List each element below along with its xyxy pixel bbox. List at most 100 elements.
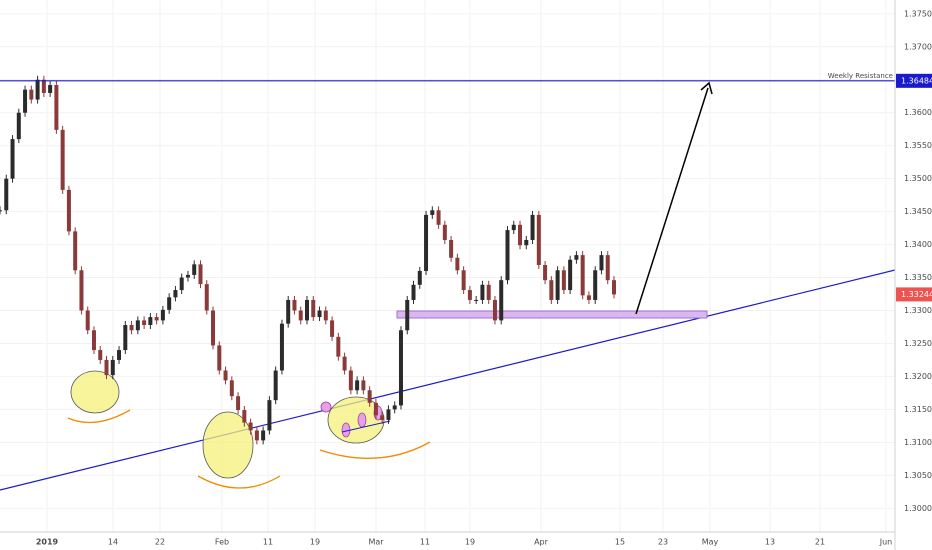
candle [455, 257, 460, 271]
candle [380, 415, 385, 420]
y-tick-label: 1.34500 [904, 207, 932, 216]
highlight [202, 411, 254, 479]
candle [543, 265, 548, 281]
candle [398, 330, 403, 406]
candle [4, 178, 9, 211]
candle [361, 380, 366, 391]
candle [167, 297, 172, 310]
candle [85, 310, 90, 331]
candle [411, 284, 416, 300]
price-tag [896, 287, 932, 302]
arrow-head [700, 81, 713, 95]
x-tick-label: Apr [534, 538, 549, 547]
candle [342, 356, 347, 371]
candle [279, 323, 284, 371]
candle [229, 380, 234, 397]
candle [273, 370, 278, 401]
candle [223, 370, 228, 381]
y-tick-label: 1.37500 [904, 9, 932, 18]
candle [142, 320, 147, 326]
candle [580, 255, 585, 296]
price-tag-label: 1.33244 [901, 290, 932, 299]
candle [612, 280, 616, 295]
candle [117, 350, 122, 360]
curve [67, 409, 131, 424]
candle [16, 112, 21, 140]
x-tick-label: 19 [465, 538, 475, 547]
candle [499, 280, 504, 321]
candle [236, 396, 241, 411]
resistance-tag-label: 1.36484 [901, 76, 932, 85]
x-tick-label: 13 [765, 538, 775, 547]
candle [518, 224, 523, 246]
candle [179, 277, 184, 291]
curve [319, 441, 431, 459]
candle [336, 336, 341, 357]
x-tick-label: 15 [615, 538, 625, 547]
candle [292, 299, 297, 311]
candle [330, 320, 335, 337]
candle [561, 270, 566, 291]
candle [54, 85, 59, 130]
candle [549, 280, 554, 300]
candles [0, 75, 895, 445]
candle [48, 85, 53, 93]
y-tick-label: 1.34000 [904, 240, 932, 249]
candle [261, 430, 266, 441]
y-tick-label: 1.37000 [904, 42, 932, 51]
x-tick-label: 11 [420, 538, 430, 547]
candle [110, 359, 115, 376]
candle [135, 320, 140, 331]
candle [492, 299, 497, 321]
candle [386, 409, 391, 420]
x-tick-label: 14 [108, 538, 118, 547]
candle [605, 255, 610, 281]
candle [348, 370, 353, 391]
x-tick-label: 22 [155, 538, 165, 547]
candle [41, 79, 46, 93]
candle [599, 255, 604, 271]
candle [129, 325, 134, 331]
trendline [0, 269, 896, 491]
candle [204, 284, 209, 311]
candle [23, 89, 28, 113]
y-tick-label: 1.32000 [904, 372, 932, 381]
x-tick-label: 23 [658, 538, 668, 547]
candle [29, 89, 34, 100]
candle [530, 214, 535, 240]
candle [0, 210, 2, 212]
candle [91, 330, 96, 351]
candle [461, 270, 466, 291]
x-tick-label: 21 [815, 538, 825, 547]
candle [286, 299, 291, 324]
candle [79, 270, 84, 311]
candle [311, 299, 316, 318]
candle [154, 317, 159, 321]
candle [486, 284, 491, 300]
candle [123, 325, 128, 351]
candle [373, 402, 378, 416]
grid [0, 0, 895, 532]
y-tick-label: 1.30500 [904, 471, 932, 480]
candle [467, 290, 472, 300]
x-tick-label: Jun [879, 538, 893, 547]
candle [104, 359, 109, 376]
x-tick-label: 19 [310, 538, 320, 547]
candle [185, 274, 190, 278]
candle [305, 299, 309, 321]
y-tick-label: 1.35500 [904, 141, 932, 150]
candle [367, 390, 372, 403]
resistance-tag [896, 73, 932, 88]
candle [355, 380, 360, 391]
candle [10, 139, 15, 179]
candle [430, 210, 435, 215]
arrow [635, 87, 709, 315]
candle [254, 430, 259, 441]
x-tick-label: 2019 [36, 538, 59, 547]
curve [197, 475, 281, 489]
support-zone [396, 310, 708, 319]
candle [198, 264, 203, 285]
y-tick-label: 1.33500 [904, 273, 932, 282]
x-tick-label: Feb [215, 538, 229, 547]
